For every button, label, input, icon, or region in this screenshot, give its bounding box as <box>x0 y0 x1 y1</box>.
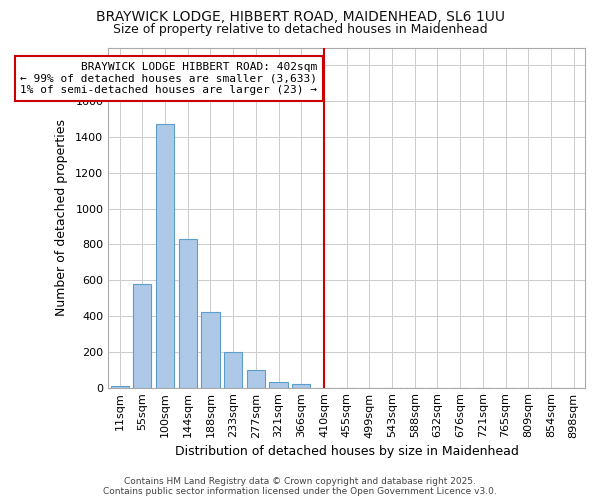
Bar <box>202 312 220 388</box>
Bar <box>247 370 265 388</box>
Text: BRAYWICK LODGE, HIBBERT ROAD, MAIDENHEAD, SL6 1UU: BRAYWICK LODGE, HIBBERT ROAD, MAIDENHEAD… <box>95 10 505 24</box>
Y-axis label: Number of detached properties: Number of detached properties <box>55 119 68 316</box>
Bar <box>224 352 242 388</box>
Bar <box>156 124 174 388</box>
X-axis label: Distribution of detached houses by size in Maidenhead: Distribution of detached houses by size … <box>175 444 518 458</box>
Text: Contains public sector information licensed under the Open Government Licence v3: Contains public sector information licen… <box>103 487 497 496</box>
Bar <box>179 239 197 388</box>
Bar <box>292 384 310 388</box>
Text: Contains HM Land Registry data © Crown copyright and database right 2025.: Contains HM Land Registry data © Crown c… <box>124 478 476 486</box>
Text: Size of property relative to detached houses in Maidenhead: Size of property relative to detached ho… <box>113 22 487 36</box>
Bar <box>269 382 287 388</box>
Text: BRAYWICK LODGE HIBBERT ROAD: 402sqm
← 99% of detached houses are smaller (3,633): BRAYWICK LODGE HIBBERT ROAD: 402sqm ← 99… <box>20 62 317 95</box>
Bar <box>133 284 151 388</box>
Bar <box>110 386 129 388</box>
